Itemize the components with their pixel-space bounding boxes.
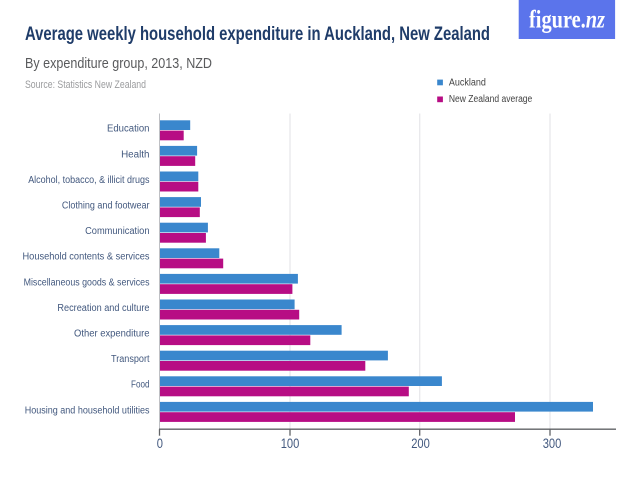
svg-text:100: 100 <box>281 436 300 451</box>
svg-text:Food: Food <box>131 380 150 391</box>
svg-text:Communication: Communication <box>85 226 149 237</box>
svg-text:Alcohol, tobacco, & illicit dr: Alcohol, tobacco, & illicit drugs <box>28 175 149 186</box>
svg-text:0: 0 <box>157 436 163 451</box>
svg-text:200: 200 <box>411 436 430 451</box>
svg-text:300: 300 <box>543 436 562 451</box>
svg-text:Transport: Transport <box>111 354 150 365</box>
svg-text:Average weekly household expen: Average weekly household expenditure in … <box>25 24 490 45</box>
svg-text:Clothing and footwear: Clothing and footwear <box>62 201 150 212</box>
svg-text:By expenditure group, 2013, NZ: By expenditure group, 2013, NZD <box>25 56 212 72</box>
svg-text:Health: Health <box>121 149 149 160</box>
svg-text:Education: Education <box>107 124 150 135</box>
svg-text:Auckland: Auckland <box>449 77 486 88</box>
svg-text:Source: Statistics New Zealand: Source: Statistics New Zealand <box>25 79 146 91</box>
svg-text:figure.nz: figure.nz <box>529 6 605 33</box>
svg-text:New Zealand average: New Zealand average <box>449 94 533 105</box>
svg-text:Miscellaneous goods & services: Miscellaneous goods & services <box>24 277 150 288</box>
svg-text:Other expenditure: Other expenditure <box>74 329 150 340</box>
svg-text:Housing and household utilitie: Housing and household utilities <box>25 405 150 416</box>
svg-text:Recreation and culture: Recreation and culture <box>57 303 150 314</box>
svg-text:Household contents & services: Household contents & services <box>23 252 150 263</box>
